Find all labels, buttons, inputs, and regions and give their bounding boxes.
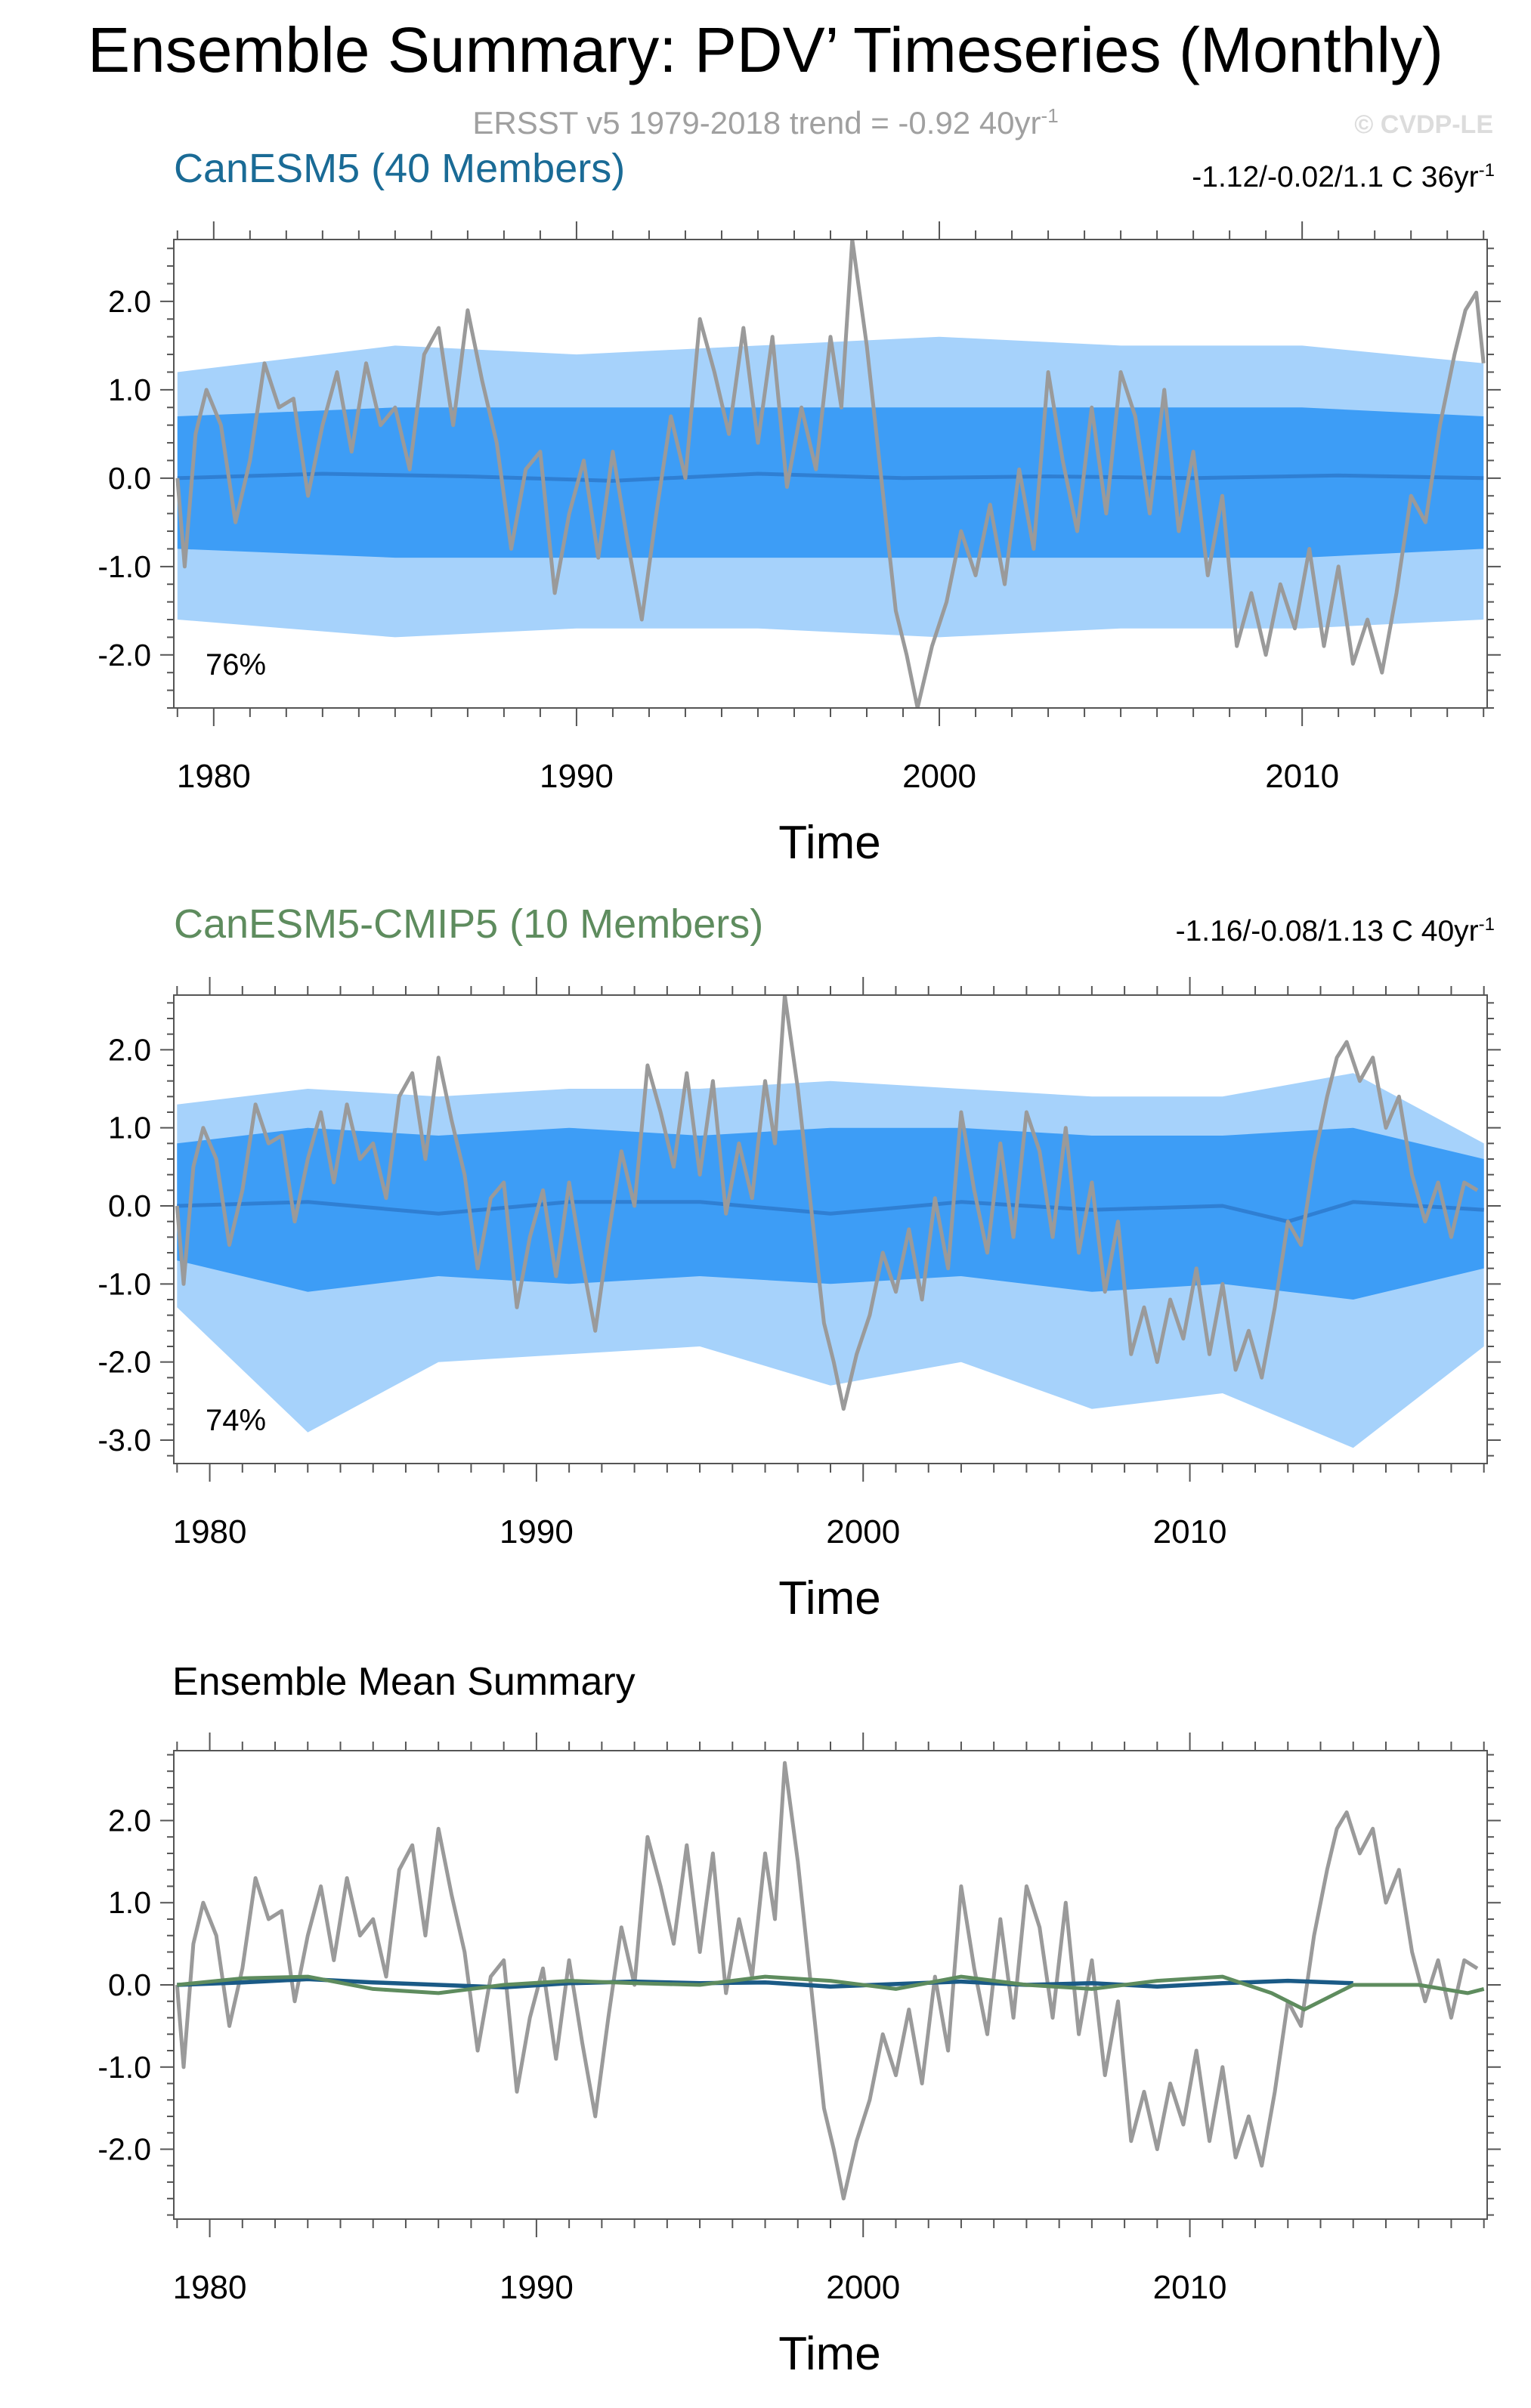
panel-1-y-tick-label: 0.0 — [108, 461, 151, 496]
panel-2-y-tick-label: 1.0 — [108, 1111, 151, 1145]
panel-2-ensemble-mean-line — [177, 1200, 1484, 1224]
panel-2-y-tick-label: -2.0 — [97, 1345, 151, 1380]
panel-1-ensemble-10-90-range-band — [177, 407, 1484, 558]
panel-1-x-tick-label: 1990 — [540, 758, 614, 795]
panel-1-stats: -1.12/-0.02/1.1 C 36yr-1 — [1192, 160, 1495, 194]
panel-2-x-tick-label: 1990 — [500, 1513, 574, 1550]
panel-1-xlabel: Time — [778, 817, 881, 869]
panel-2-stats-exponent: -1 — [1478, 914, 1495, 935]
panel-3-xlabel: Time — [778, 2328, 881, 2380]
panel-2-xlabel: Time — [778, 1572, 881, 1624]
panel-3-canesm5-ensemble-mean-line — [177, 1977, 1353, 1990]
panel-1-x-tick-label: 2010 — [1265, 758, 1339, 795]
panel-2-y-tick-label: -1.0 — [97, 1266, 151, 1301]
panel-1-x-tick-label: 1980 — [177, 758, 251, 795]
panel-3-x-tick-label: 1980 — [173, 2269, 247, 2306]
panel-3-y-tick-label: -2.0 — [97, 2132, 151, 2167]
copyright-watermark: © CVDP-LE — [1354, 110, 1493, 139]
panel-1-y-tick-label: 1.0 — [108, 372, 151, 407]
panel-2-x-tick-label: 2000 — [826, 1513, 900, 1550]
panel-1-series-group — [175, 240, 1486, 708]
panel-2-y-tick-label: -3.0 — [97, 1423, 151, 1457]
panel-3-series-group — [175, 1760, 1485, 2201]
obs-trend-text: ERSST v5 1979-2018 trend = -0.92 40yr — [472, 105, 1041, 141]
panel-2-title: CanESM5-CMIP5 (10 Members) — [174, 901, 764, 947]
panel-2-stats: -1.16/-0.08/1.13 C 40yr-1 — [1176, 914, 1495, 948]
panel-3-y-tick-label: 2.0 — [108, 1803, 151, 1838]
panel-3-y-tick-label: 1.0 — [108, 1885, 151, 1920]
panel-2-series-group — [175, 995, 1484, 1448]
panel-1-x-tick-label: 2000 — [902, 758, 976, 795]
panel-3-y-tick-label: 0.0 — [108, 1968, 151, 2002]
panel-2-x-tick-label: 1980 — [173, 1513, 247, 1550]
panel-3-x-tick-label: 2000 — [826, 2269, 900, 2306]
panel-2-chart: 2.0 1.0 0.0 -1.0 -2.0 -3.0 1980 1990 2000 2010 — [97, 977, 1501, 1550]
panel-3-ersst-v5-line — [175, 1760, 1479, 2201]
obs-trend-exponent: -1 — [1041, 104, 1059, 127]
panel-3-canesm5-cmip5-ensemble-mean-line — [177, 1974, 1485, 2012]
panel-3-y-tick-label: -1.0 — [97, 2050, 151, 2085]
panel-3-title: Ensemble Mean Summary — [172, 1660, 636, 1704]
panel-2-ersst-v5-line — [175, 995, 1479, 1411]
panel-2-y-tick-label: 2.0 — [108, 1032, 151, 1067]
panel-3-x-tick-label: 1990 — [500, 2269, 574, 2306]
panel-1-stats-text: -1.12/-0.02/1.1 C 36yr — [1192, 161, 1479, 193]
obs-trend-subtitle: ERSST v5 1979-2018 trend = -0.92 40yr-1 — [0, 104, 1531, 141]
panel-1-stats-exponent: -1 — [1478, 160, 1495, 181]
panel-3-chart: 2.0 1.0 0.0 -1.0 -2.0 1980 1990 2000 2010 — [97, 1733, 1501, 2306]
panel-1-percent-annotation: 76% — [206, 648, 267, 682]
panel-1-y-tick-label: -2.0 — [97, 638, 151, 672]
main-title: Ensemble Summary: PDV’ Timeseries (Month… — [87, 14, 1444, 85]
panel-2-x-tick-label: 2010 — [1153, 1513, 1227, 1550]
panel-1-chart: 2.0 1.0 0.0 -1.0 -2.0 1980 1990 2000 2010 — [97, 221, 1501, 795]
panel-1-y-tick-label: -1.0 — [97, 549, 151, 584]
panel-1-y-tick-label: 2.0 — [108, 284, 151, 319]
panel-1-ersst-v5-line — [175, 240, 1486, 708]
panel-2-percent-annotation: 74% — [206, 1404, 267, 1437]
panel-2-y-tick-label: 0.0 — [108, 1189, 151, 1223]
panel-2-stats-text: -1.16/-0.08/1.13 C 40yr — [1175, 915, 1479, 947]
panel-1-title: CanESM5 (40 Members) — [174, 146, 626, 191]
panel-1-ensemble-mean-line — [177, 471, 1484, 483]
panel-3-x-tick-label: 2010 — [1153, 2269, 1227, 2306]
